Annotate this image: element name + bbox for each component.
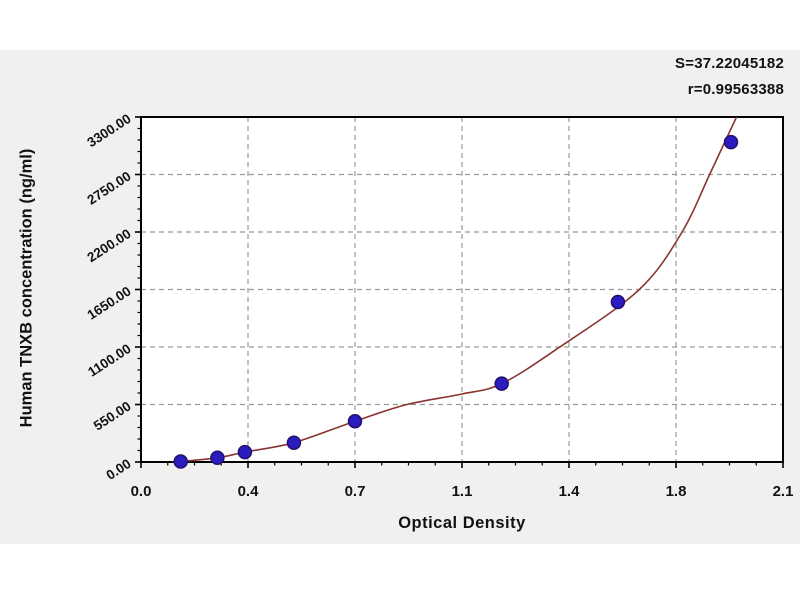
y-tick-label: 1100.00 bbox=[85, 341, 133, 380]
fit-stats: S=37.22045182 r=0.99563388 bbox=[675, 51, 784, 103]
y-tick-label: 2750.00 bbox=[85, 168, 134, 207]
y-tick-label: 2200.00 bbox=[85, 226, 134, 265]
x-tick-label: 2.1 bbox=[773, 483, 794, 500]
x-axis-title: Optical Density bbox=[398, 514, 526, 532]
x-tick-label: 0.7 bbox=[345, 483, 366, 500]
data-point bbox=[610, 294, 626, 310]
data-point bbox=[286, 435, 302, 450]
y-tick-label: 3300.00 bbox=[85, 111, 134, 150]
data-point bbox=[723, 134, 739, 150]
data-point bbox=[347, 413, 363, 429]
data-point bbox=[173, 454, 188, 469]
fit-curve bbox=[171, 117, 738, 462]
x-tick-label: 0.4 bbox=[238, 483, 260, 500]
x-tick-label: 1.4 bbox=[559, 483, 581, 500]
y-tick-label: 0.00 bbox=[103, 456, 133, 483]
y-tick-label: 1650.00 bbox=[85, 283, 134, 322]
data-point bbox=[237, 444, 253, 460]
x-tick-label: 0.0 bbox=[131, 483, 152, 500]
plot-border bbox=[140, 116, 784, 463]
x-tick-label: 1.1 bbox=[452, 483, 473, 500]
fit-stat-r: r=0.99563388 bbox=[687, 81, 784, 98]
x-tick-label: 1.8 bbox=[666, 483, 687, 500]
data-point bbox=[210, 450, 225, 466]
fit-stat-s: S=37.22045182 bbox=[675, 55, 784, 72]
data-point bbox=[494, 376, 509, 391]
y-tick-label: 550.00 bbox=[91, 398, 134, 433]
y-axis-title: Human TNXB concentration (ng/ml) bbox=[17, 148, 36, 428]
